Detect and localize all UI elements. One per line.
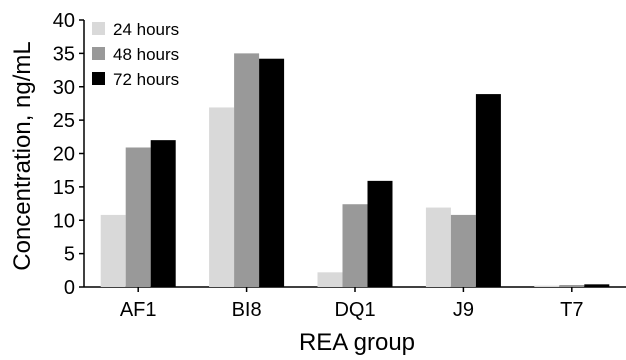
bar-48-hours-DQ1 xyxy=(342,204,368,287)
bar-72-hours-BI8 xyxy=(259,58,285,288)
y-tick-label: 20 xyxy=(53,144,75,166)
x-tick-label: J9 xyxy=(453,299,474,321)
bar-48-hours-T7 xyxy=(559,284,585,287)
bar-48-hours-BI8 xyxy=(234,53,260,287)
y-tick-label: 25 xyxy=(53,110,75,132)
bar-48-hours-J9 xyxy=(450,214,476,287)
axes: 0 5 10 15 20 25 30 35 40 AF1 BI8 DQ1 J9 T7 xyxy=(53,10,626,321)
legend-swatch xyxy=(92,22,105,35)
x-tick-label: DQ1 xyxy=(334,299,375,321)
y-tick-label: 40 xyxy=(53,10,75,32)
legend-swatch xyxy=(92,47,105,60)
bar-24-hours-DQ1 xyxy=(317,272,343,287)
x-tick-label: AF1 xyxy=(120,299,157,321)
bar-24-hours-J9 xyxy=(425,207,451,287)
x-axis-title: REA group xyxy=(299,329,415,355)
bar-72-hours-T7 xyxy=(584,284,610,287)
y-tick-label: 5 xyxy=(64,244,75,266)
bar-48-hours-AF1 xyxy=(125,147,151,287)
y-tick-label: 30 xyxy=(53,77,75,99)
y-tick-label: 10 xyxy=(53,210,75,232)
bar-24-hours-AF1 xyxy=(100,214,126,287)
legend-label: 24 hours xyxy=(113,20,179,39)
legend-swatch xyxy=(92,72,105,85)
y-tick-label: 15 xyxy=(53,177,75,199)
bar-24-hours-T7 xyxy=(534,285,560,287)
y-tick-label: 35 xyxy=(53,43,75,65)
bar-72-hours-DQ1 xyxy=(367,180,393,287)
bar-24-hours-BI8 xyxy=(209,107,235,287)
x-tick-label: T7 xyxy=(560,299,583,321)
legend-label: 48 hours xyxy=(113,45,179,64)
bar-72-hours-AF1 xyxy=(150,140,176,287)
legend: 24 hours 48 hours 72 hours xyxy=(92,20,179,89)
bar-72-hours-J9 xyxy=(475,94,501,287)
y-tick-label: 0 xyxy=(64,277,75,299)
bars xyxy=(100,53,610,288)
legend-label: 72 hours xyxy=(113,70,179,89)
y-axis-title: Concentration, ng/mL xyxy=(9,41,36,270)
x-tick-label: BI8 xyxy=(232,299,262,321)
